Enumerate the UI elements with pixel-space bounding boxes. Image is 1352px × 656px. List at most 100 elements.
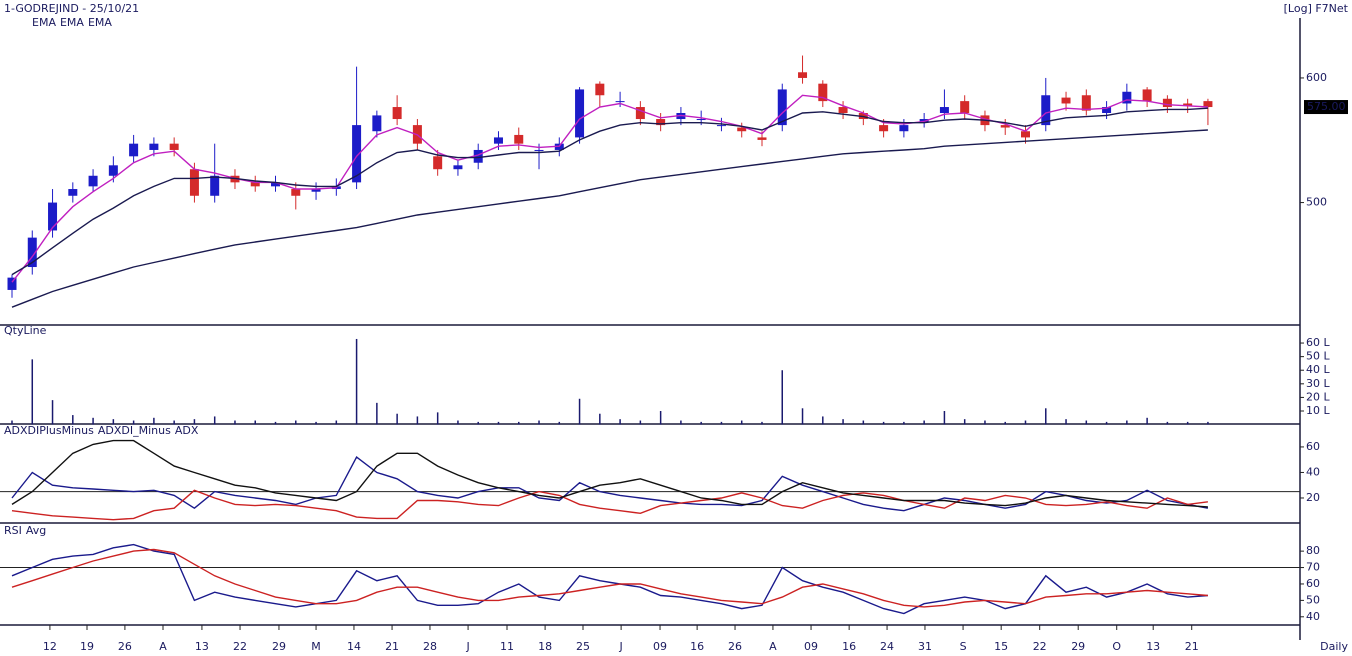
x-tick-label: S <box>960 640 967 653</box>
candle-body <box>210 175 220 196</box>
candle-body <box>595 83 605 96</box>
indicator-line <box>11 489 1208 521</box>
x-tick-label: 18 <box>538 640 552 653</box>
x-tick-label: 14 <box>347 640 361 653</box>
candle-body <box>189 169 199 196</box>
y-tick-label: 60 L <box>1306 336 1330 349</box>
y-tick-label: 500 <box>1306 196 1327 209</box>
indicator-line <box>11 543 1208 615</box>
x-tick-label: 31 <box>918 640 932 653</box>
x-tick-label: 29 <box>272 640 286 653</box>
y-tick-label: 600 <box>1306 71 1327 84</box>
candle-body <box>493 137 503 144</box>
x-tick-label: 11 <box>500 640 514 653</box>
y-tick-label: 50 <box>1306 593 1320 606</box>
candle-body <box>1162 98 1172 108</box>
y-tick-label: 50 L <box>1306 350 1330 363</box>
y-tick-label: 20 L <box>1306 390 1330 403</box>
legend-entry: ADXDI_Minus <box>98 424 171 437</box>
legend-entry: Avg <box>26 524 46 537</box>
x-tick-label: 28 <box>423 640 437 653</box>
candle-body <box>1021 131 1030 138</box>
candle-body <box>433 156 443 170</box>
y-tick-label: 40 L <box>1306 363 1330 376</box>
indicator-line <box>11 456 1209 512</box>
indicator-line <box>11 107 1208 276</box>
candle-body <box>838 107 848 114</box>
last-price-box <box>1304 100 1348 115</box>
candle-body <box>939 107 949 114</box>
candle-body <box>716 125 726 127</box>
x-tick-label: 13 <box>1146 640 1160 653</box>
x-tick-label: 26 <box>728 640 742 653</box>
y-tick-label: 20 <box>1306 491 1320 504</box>
indicator-line <box>11 94 1208 283</box>
x-tick-label: 16 <box>842 640 856 653</box>
candle-body <box>48 202 58 231</box>
x-tick-label: 19 <box>80 640 94 653</box>
y-tick-label: 30 L <box>1306 377 1330 390</box>
candle-body <box>291 189 301 196</box>
x-tick-label: 21 <box>1185 640 1199 653</box>
x-tick-label: 24 <box>880 640 894 653</box>
candle-body <box>453 165 463 170</box>
x-tick-label: 29 <box>1071 640 1085 653</box>
chart-title: 1-GODREJIND - 25/10/21 <box>4 2 139 15</box>
candle-body <box>88 175 98 187</box>
indicator-line <box>11 548 1208 608</box>
candle-body <box>1203 101 1213 108</box>
candle-body <box>1081 95 1091 111</box>
candle-body <box>960 101 970 114</box>
candle-body <box>250 182 260 187</box>
x-tick-label: 15 <box>994 640 1008 653</box>
x-tick-label: 22 <box>233 640 247 653</box>
candle-body <box>757 137 767 140</box>
y-tick-label: 70 <box>1306 561 1320 574</box>
candle-body <box>7 277 17 290</box>
x-tick-label: 25 <box>576 640 590 653</box>
x-tick-label: 22 <box>1033 640 1047 653</box>
candle-body <box>1000 125 1010 128</box>
x-tick-label: 12 <box>43 640 57 653</box>
x-tick-label: 09 <box>653 640 667 653</box>
candle-body <box>615 101 625 103</box>
panel-title: QtyLine <box>4 324 47 337</box>
x-tick-label: J <box>618 640 622 653</box>
x-tick-label: O <box>1112 640 1121 653</box>
x-tick-label: 21 <box>385 640 399 653</box>
candle-body <box>1142 89 1152 102</box>
candle-body <box>169 143 179 150</box>
x-tick-label: 16 <box>690 640 704 653</box>
candle-body <box>818 83 828 102</box>
candle-body <box>514 134 524 144</box>
legend-entry: ADX <box>175 424 199 437</box>
legend-entry: ADXDIPlusMinus <box>4 424 94 437</box>
candle-body <box>635 107 645 120</box>
candle-body <box>129 143 139 157</box>
candle-body <box>798 72 808 78</box>
candle-body <box>372 115 382 132</box>
legend-entry: EMA <box>60 16 84 29</box>
candle-body <box>149 143 159 150</box>
period-label: Daily <box>1320 640 1348 653</box>
candle-body <box>1041 95 1051 126</box>
x-tick-label: 09 <box>804 640 818 653</box>
candle-body <box>311 189 321 192</box>
candle-body <box>1102 107 1112 114</box>
candle-body <box>473 149 483 163</box>
candle-body <box>1122 91 1132 104</box>
y-tick-label: 40 <box>1306 465 1320 478</box>
x-tick-label: 26 <box>118 640 132 653</box>
y-tick-label: 60 <box>1306 577 1320 590</box>
x-tick-label: A <box>769 640 777 653</box>
candle-body <box>737 127 747 132</box>
scale-label: [Log] F7Net <box>1284 2 1349 15</box>
y-tick-label: 80 <box>1306 544 1320 557</box>
candle-body <box>271 182 281 187</box>
indicator-line <box>11 129 1208 308</box>
legend-entry: EMA <box>88 16 112 29</box>
candle-body <box>352 125 362 183</box>
indicator-line <box>11 439 1208 508</box>
